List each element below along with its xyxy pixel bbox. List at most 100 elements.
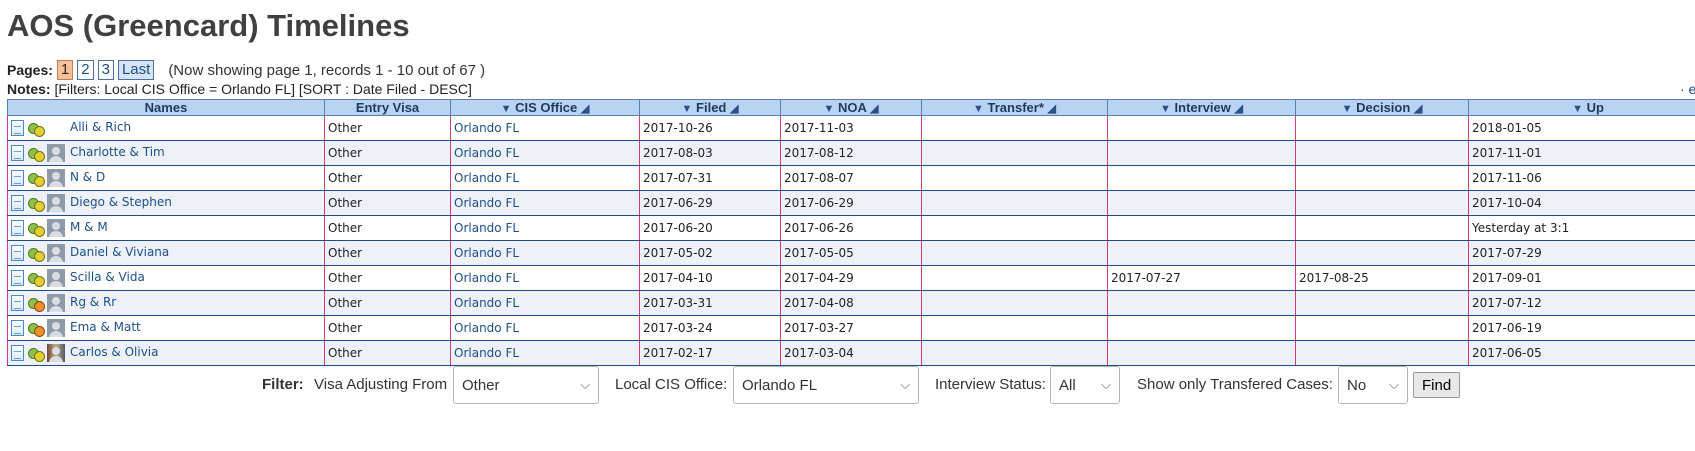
case-name-link[interactable]: Charlotte & Tim <box>70 145 165 159</box>
table-row: Alli & Rich Other Orlando FL 2017-10-26 … <box>7 115 1695 141</box>
case-name-link[interactable]: Daniel & Viviana <box>70 245 170 259</box>
document-icon[interactable] <box>11 245 24 261</box>
records-summary: (Now showing page 1, records 1 - 10 out … <box>168 61 486 79</box>
page-link-3[interactable]: 3 <box>97 60 114 80</box>
table-row: M & M Other Orlando FL 2017-06-20 2017-0… <box>7 215 1695 241</box>
header-cis-office[interactable]: ▼ CIS Office ◢ <box>450 99 640 116</box>
users-icon[interactable] <box>27 145 45 162</box>
header-updated[interactable]: ▼ Up <box>1468 99 1695 116</box>
transfer-filter-label: Show only Transfered Cases: <box>1137 376 1333 393</box>
page-link-1[interactable]: 1 <box>56 60 74 80</box>
header-transfer[interactable]: ▼ Transfer* ◢ <box>921 99 1108 116</box>
cis-office-cell[interactable]: Orlando FL <box>450 240 640 266</box>
names-cell: Alli & Rich <box>7 115 325 141</box>
filed-cell: 2017-10-26 <box>639 115 781 141</box>
cis-office-cell[interactable]: Orlando FL <box>450 340 640 366</box>
case-name-link[interactable]: Rg & Rr <box>70 295 117 309</box>
notes: Notes: [Filters: Local CIS Office = Orla… <box>7 81 472 97</box>
visa-select[interactable]: Other ⌵ <box>453 366 599 404</box>
sort-desc-icon[interactable]: ▼ <box>500 103 512 115</box>
page-link-last[interactable]: Last <box>117 60 155 80</box>
decision-cell <box>1295 165 1469 191</box>
users-icon[interactable] <box>27 320 45 337</box>
header-entry-visa[interactable]: Entry Visa <box>324 99 451 116</box>
transfer-cell <box>921 265 1108 291</box>
sort-asc-icon[interactable]: ◢ <box>1234 103 1243 115</box>
notes-right-link[interactable]: · e <box>1680 81 1695 97</box>
sort-desc-icon[interactable]: ▼ <box>1160 103 1171 115</box>
users-icon[interactable] <box>27 295 45 312</box>
updated-cell: 2017-06-19 <box>1468 315 1695 341</box>
document-icon[interactable] <box>11 195 24 211</box>
header-names[interactable]: Names <box>7 99 325 116</box>
sort-desc-icon[interactable]: ▼ <box>681 103 693 115</box>
interview-cell: 2017-07-27 <box>1107 265 1296 291</box>
filed-cell: 2017-06-29 <box>639 190 781 216</box>
users-icon[interactable] <box>27 170 45 187</box>
document-icon[interactable] <box>11 345 24 361</box>
document-icon[interactable] <box>11 120 24 136</box>
document-icon[interactable] <box>11 170 24 186</box>
transfer-select[interactable]: No ⌵ <box>1338 366 1408 404</box>
names-cell: Ema & Matt <box>7 315 325 341</box>
case-name-link[interactable]: Carlos & Olivia <box>70 345 159 359</box>
chevron-down-icon: ⌵ <box>1101 377 1111 392</box>
sort-desc-icon[interactable]: ▼ <box>973 103 984 115</box>
cis-office-cell[interactable]: Orlando FL <box>450 190 640 216</box>
case-name-link[interactable]: N & D <box>70 170 106 184</box>
sort-desc-icon[interactable]: ▼ <box>1341 103 1353 115</box>
users-icon[interactable] <box>27 220 45 237</box>
users-icon[interactable] <box>27 245 45 262</box>
case-name-link[interactable]: M & M <box>70 220 108 234</box>
cis-office-cell[interactable]: Orlando FL <box>450 140 640 166</box>
case-name-link[interactable]: Alli & Rich <box>70 120 132 134</box>
header-filed[interactable]: ▼ Filed ◢ <box>639 99 781 116</box>
document-icon[interactable] <box>11 295 24 311</box>
table-row: N & D Other Orlando FL 2017-07-31 2017-0… <box>7 165 1695 191</box>
users-icon[interactable] <box>27 195 45 212</box>
case-name-link[interactable]: Ema & Matt <box>70 320 141 334</box>
transfer-cell <box>921 190 1108 216</box>
noa-cell: 2017-06-26 <box>780 215 922 241</box>
header-interview[interactable]: ▼ Interview ◢ <box>1107 99 1296 116</box>
users-icon[interactable] <box>27 270 45 287</box>
entry-visa-cell: Other <box>324 265 451 291</box>
document-icon[interactable] <box>11 320 24 336</box>
sort-asc-icon[interactable]: ◢ <box>1047 103 1056 115</box>
sort-asc-icon[interactable]: ◢ <box>580 103 590 115</box>
office-select[interactable]: Orlando FL ⌵ <box>733 366 919 404</box>
sort-asc-icon[interactable]: ◢ <box>730 103 739 115</box>
document-icon[interactable] <box>11 220 24 236</box>
sort-asc-icon[interactable]: ◢ <box>870 103 879 115</box>
names-cell: N & D <box>7 165 325 191</box>
header-noa[interactable]: ▼ NOA ◢ <box>780 99 922 116</box>
document-icon[interactable] <box>11 270 24 286</box>
avatar <box>47 219 65 237</box>
sort-desc-icon[interactable]: ▼ <box>1572 103 1583 115</box>
users-icon[interactable] <box>27 345 45 362</box>
case-name-link[interactable]: Scilla & Vida <box>70 270 145 284</box>
interview-select[interactable]: All ⌵ <box>1050 366 1120 404</box>
find-button[interactable]: Find <box>1413 372 1461 398</box>
page-link-2[interactable]: 2 <box>77 60 94 80</box>
sort-desc-icon[interactable]: ▼ <box>823 103 835 115</box>
names-cell: Daniel & Viviana <box>7 240 325 266</box>
case-name-link[interactable]: Diego & Stephen <box>70 195 172 209</box>
users-icon[interactable] <box>27 120 45 137</box>
header-decision[interactable]: ▼ Decision ◢ <box>1295 99 1469 116</box>
cis-office-cell[interactable]: Orlando FL <box>450 165 640 191</box>
cis-office-cell[interactable]: Orlando FL <box>450 265 640 291</box>
office-filter-label: Local CIS Office: <box>615 376 728 393</box>
document-icon[interactable] <box>11 145 24 161</box>
avatar <box>47 194 65 212</box>
cis-office-cell[interactable]: Orlando FL <box>450 115 640 141</box>
cis-office-cell[interactable]: Orlando FL <box>450 290 640 316</box>
avatar <box>47 169 65 187</box>
cis-office-cell[interactable]: Orlando FL <box>450 315 640 341</box>
sort-asc-icon[interactable]: ◢ <box>1413 103 1423 115</box>
noa-cell: 2017-11-03 <box>780 115 922 141</box>
decision-cell <box>1295 115 1469 141</box>
noa-cell: 2017-08-07 <box>780 165 922 191</box>
cis-office-cell[interactable]: Orlando FL <box>450 215 640 241</box>
entry-visa-cell: Other <box>324 140 451 166</box>
